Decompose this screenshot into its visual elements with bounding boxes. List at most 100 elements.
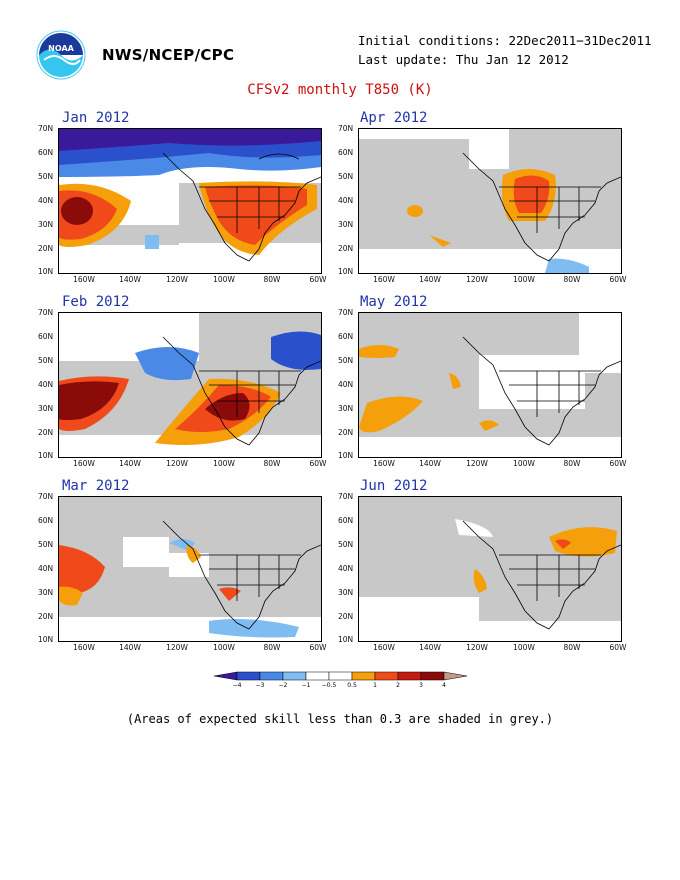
colorbar-swatch xyxy=(213,671,238,681)
colorbar-swatch xyxy=(305,671,330,681)
lat-label: 10N xyxy=(38,267,54,276)
lon-label: 100W xyxy=(513,459,535,468)
lon-label: 80W xyxy=(563,275,581,284)
lat-label: 50N xyxy=(338,540,354,549)
colorbar-label: 0.5 xyxy=(347,682,357,689)
colorbar-label: 2 xyxy=(396,682,400,689)
colorbar-label: −0.5 xyxy=(322,682,337,689)
lon-label: 60W xyxy=(609,643,627,652)
lat-label: 10N xyxy=(338,635,354,644)
lat-label: 10N xyxy=(38,635,54,644)
panel-title-apr: Apr 2012 xyxy=(360,110,428,126)
map-panel-apr xyxy=(358,128,622,274)
svg-text:NOAA: NOAA xyxy=(48,44,74,53)
colorbar-swatch xyxy=(443,671,468,681)
lat-label: 60N xyxy=(38,332,54,341)
lon-label: 120W xyxy=(466,643,488,652)
colorbar-swatch xyxy=(374,671,399,681)
figure-title: CFSv2 monthly T850 (K) xyxy=(247,82,433,98)
colorbar-label: 4 xyxy=(442,682,446,689)
lon-label: 60W xyxy=(309,459,327,468)
lat-label: 40N xyxy=(338,380,354,389)
organization-name: NWS/NCEP/CPC xyxy=(102,46,235,64)
colorbar-swatch xyxy=(351,671,376,681)
colorbar-label: −4 xyxy=(233,682,242,689)
lon-label: 120W xyxy=(166,459,188,468)
lat-label: 60N xyxy=(338,516,354,525)
lon-label: 80W xyxy=(263,275,281,284)
lat-label: 20N xyxy=(338,428,354,437)
panel-title-jan: Jan 2012 xyxy=(62,110,130,126)
lat-label: 20N xyxy=(38,244,54,253)
panel-title-mar: Mar 2012 xyxy=(62,478,130,494)
lon-label: 160W xyxy=(73,275,95,284)
lon-label: 100W xyxy=(513,643,535,652)
colorbar-label: −2 xyxy=(279,682,288,689)
panel-title-feb: Feb 2012 xyxy=(62,294,130,310)
lat-label: 70N xyxy=(338,308,354,317)
lon-label: 60W xyxy=(609,275,627,284)
lon-label: 140W xyxy=(419,643,441,652)
lat-label: 70N xyxy=(338,492,354,501)
colorbar: −4 −3 −2 −1 −0.5 0.5 1 2 3 4 xyxy=(213,671,468,689)
lat-label: 50N xyxy=(38,356,54,365)
lat-label: 50N xyxy=(338,356,354,365)
lon-label: 60W xyxy=(609,459,627,468)
lat-label: 40N xyxy=(338,196,354,205)
lat-label: 20N xyxy=(38,428,54,437)
lat-label: 60N xyxy=(38,148,54,157)
lon-label: 120W xyxy=(466,459,488,468)
lon-label: 120W xyxy=(166,643,188,652)
lat-label: 50N xyxy=(38,172,54,181)
lat-label: 70N xyxy=(38,492,54,501)
lat-label: 10N xyxy=(338,451,354,460)
lat-label: 60N xyxy=(38,516,54,525)
colorbar-swatch xyxy=(397,671,422,681)
lon-label: 160W xyxy=(73,459,95,468)
colorbar-swatch xyxy=(420,671,445,681)
lon-label: 80W xyxy=(263,459,281,468)
noaa-logo: NOAA xyxy=(36,30,86,80)
lon-label: 160W xyxy=(373,275,395,284)
lon-label: 140W xyxy=(119,459,141,468)
lon-label: 80W xyxy=(563,643,581,652)
lat-label: 10N xyxy=(38,451,54,460)
lon-label: 140W xyxy=(119,643,141,652)
lat-label: 10N xyxy=(338,267,354,276)
lon-label: 80W xyxy=(563,459,581,468)
lat-label: 70N xyxy=(38,308,54,317)
lon-label: 120W xyxy=(466,275,488,284)
colorbar-label: −1 xyxy=(302,682,311,689)
panel-title-jun: Jun 2012 xyxy=(360,478,428,494)
lat-label: 40N xyxy=(38,196,54,205)
lat-label: 60N xyxy=(338,148,354,157)
colorbar-swatch xyxy=(236,671,261,681)
lat-label: 40N xyxy=(338,564,354,573)
lon-label: 120W xyxy=(166,275,188,284)
lon-label: 60W xyxy=(309,643,327,652)
lon-label: 160W xyxy=(73,643,95,652)
lon-label: 140W xyxy=(419,275,441,284)
map-panel-feb xyxy=(58,312,322,458)
last-update: Last update: Thu Jan 12 2012 xyxy=(358,52,569,67)
lon-label: 140W xyxy=(119,275,141,284)
lon-label: 100W xyxy=(513,275,535,284)
lon-label: 100W xyxy=(213,643,235,652)
map-panel-jun xyxy=(358,496,622,642)
map-panel-mar xyxy=(58,496,322,642)
colorbar-label: −3 xyxy=(256,682,265,689)
lat-label: 30N xyxy=(38,588,54,597)
map-panel-may xyxy=(358,312,622,458)
skill-footnote: (Areas of expected skill less than 0.3 a… xyxy=(126,712,554,726)
lon-label: 100W xyxy=(213,275,235,284)
lat-label: 30N xyxy=(38,404,54,413)
lat-label: 70N xyxy=(338,124,354,133)
lat-label: 30N xyxy=(38,220,54,229)
lat-label: 30N xyxy=(338,220,354,229)
lon-label: 60W xyxy=(309,275,327,284)
lat-label: 20N xyxy=(38,612,54,621)
colorbar-swatch xyxy=(259,671,284,681)
lat-label: 30N xyxy=(338,404,354,413)
lon-label: 80W xyxy=(263,643,281,652)
lon-label: 140W xyxy=(419,459,441,468)
